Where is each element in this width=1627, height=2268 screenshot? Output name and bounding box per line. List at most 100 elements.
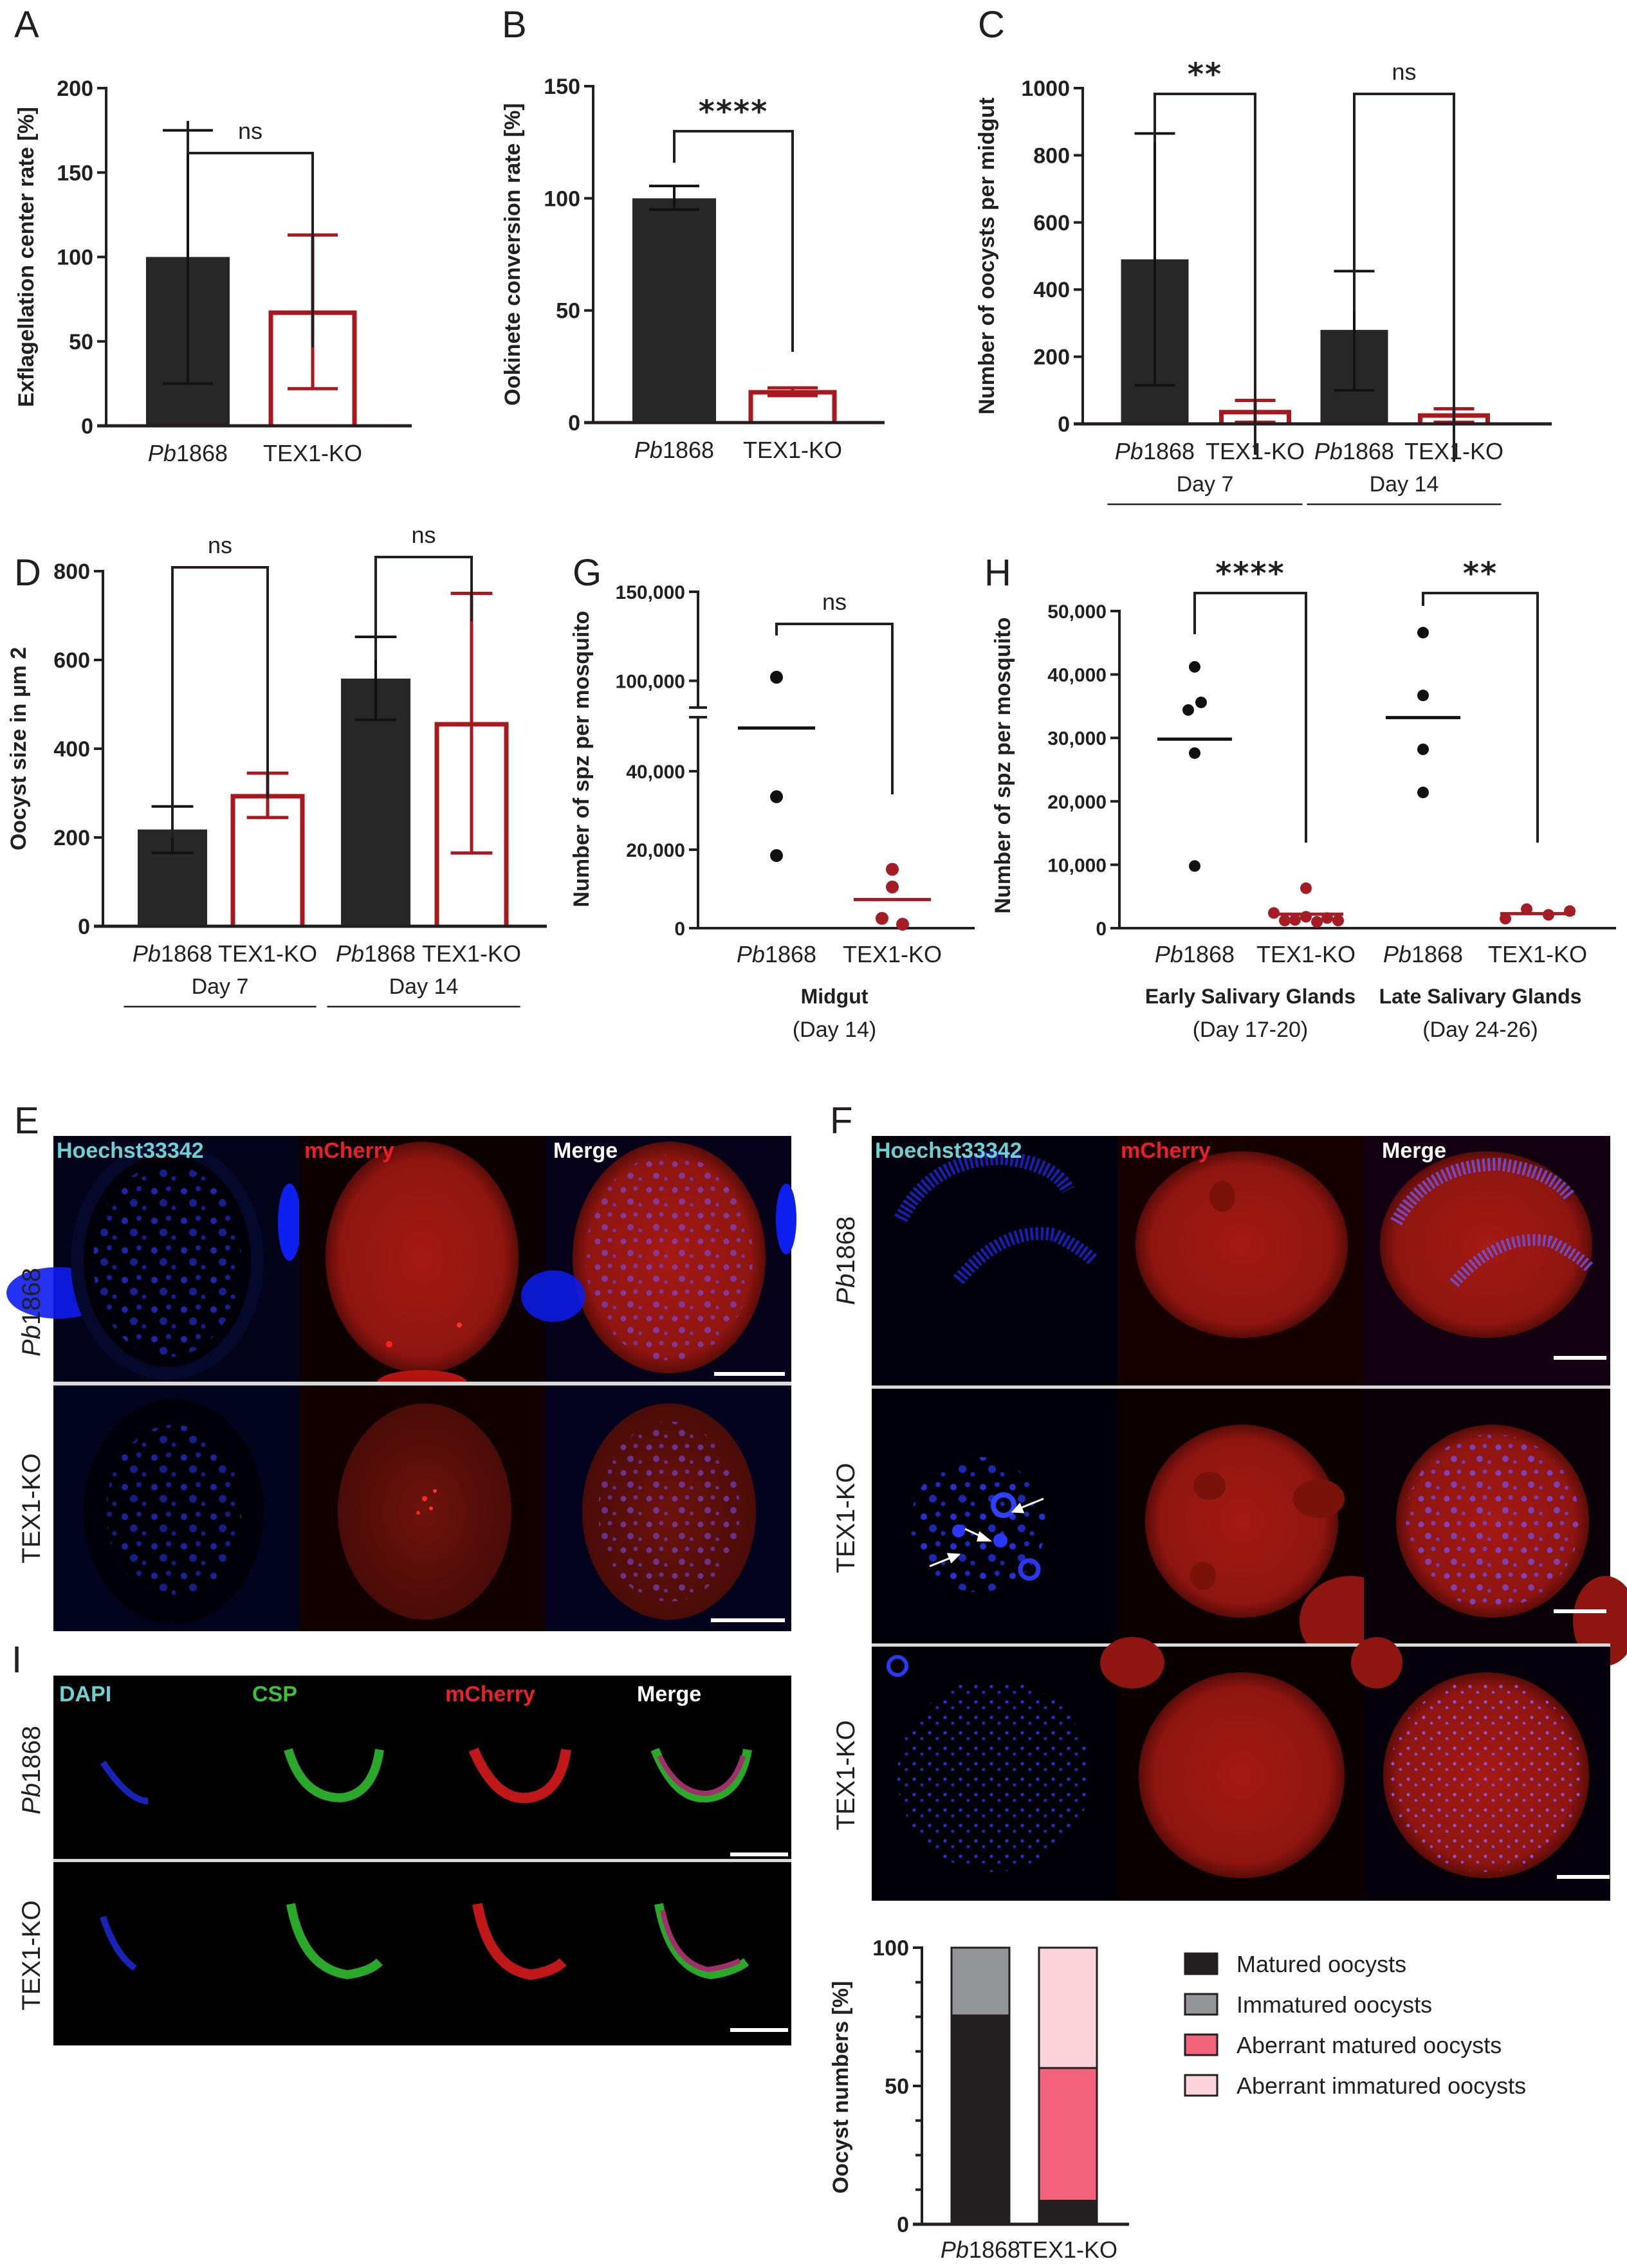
row-label-wt: Pb1868 [832,1216,860,1305]
y-tick-label: 30,000 [1047,728,1107,749]
y-axis-label: Ookinete conversion rate [%] [501,103,525,405]
group-label: Day 7 [1177,472,1234,497]
category-label: Pb1868 [941,2236,1020,2263]
category-label: TEX1-KO [1488,941,1587,967]
y-tick-label: 400 [53,737,90,762]
category-label: TEX1-KO [1018,2236,1117,2263]
panel-letters: A B C D G H E F I [12,4,1011,1681]
scale-bar [711,1618,785,1622]
y-tick-label: 0 [674,919,685,940]
data-point [1189,860,1200,872]
significance-bracket [1422,592,1539,843]
data-point [876,911,888,925]
scale-bar [714,1372,785,1376]
panel-letter-i: I [12,1639,22,1681]
y-tick-label: 600 [53,648,90,673]
data-point [770,670,783,684]
y-tick-label: 40,000 [626,762,685,783]
y-tick-label: 40,000 [1047,665,1107,686]
panel-f-row-ko-2 [872,1637,1610,1901]
y-tick-label: 1000 [1021,77,1070,101]
y-tick-label: 100,000 [616,671,685,692]
data-point [1289,914,1301,926]
legend-swatch [1184,2074,1218,2097]
channel-label-dapi: DAPI [59,1682,111,1706]
significance-bracket [673,130,794,352]
y-tick-label: 0 [81,414,93,439]
y-axis-label: Exflagellation center rate [%] [14,107,39,407]
y-axis-label: Oocyst size in µm 2 [6,647,31,850]
row-label-wt: Pb1868 [17,1726,46,1815]
y-tick-label: 0 [1058,412,1070,437]
category-label: Pb1868 [1383,941,1463,967]
panel-letter-b: B [502,4,527,46]
stacked-segment [950,2014,1011,2226]
panel-e-row-ko [53,1385,791,1631]
y-axis-label: Oocyst numbers [%] [829,1981,853,2194]
group-sublabel: (Day 17-20) [1193,1018,1309,1042]
row-divider [872,1643,1610,1647]
panel-letter-h: H [984,552,1011,594]
panel-i-microscopy: DAPI CSP mCherry Merge Pb1868 TEX1-KO [17,1676,791,2045]
arrow-icon [929,1497,1044,1568]
significance-label: **** [699,94,768,130]
data-point [1500,913,1511,925]
data-point [770,790,783,803]
y-tick-label: 100 [544,187,580,211]
group-label: Early Salivary Glands [1145,985,1356,1008]
row-label-ko: TEX1-KO [17,1900,46,2010]
y-tick-label: 20,000 [1047,792,1107,813]
row-label-ko: TEX1-KO [832,1463,860,1573]
y-tick-label: 0 [897,2213,909,2237]
channel-label-merge: Merge [637,1682,701,1706]
scale-bar [1557,1875,1610,1879]
y-tick-label: 800 [1033,143,1070,168]
significance-label: ns [411,522,436,548]
stacked-segment [1038,1946,1098,2069]
panel-letter-e: E [14,1100,39,1142]
significance-bracket [775,623,894,794]
panel-letter-a: A [14,4,39,46]
category-label: TEX1-KO [263,440,362,466]
data-point [1300,882,1312,894]
y-tick-label: 200 [1033,345,1070,370]
significance-label: **** [1215,556,1285,592]
panel-letter-f: F [830,1100,852,1142]
y-tick-label: 100 [57,246,93,270]
legend: Matured oocysts Immatured oocysts Aberrant… [1184,1951,1526,2099]
scale-bar [1554,1356,1606,1360]
significance-bracket [1154,93,1256,455]
panel-f-microscopy: Hoechst33342 mCherry Merge Pb1868 TEX1-K… [832,1136,1627,1901]
channel-label-hoechst: Hoechst33342 [57,1139,204,1163]
data-point [1417,786,1429,798]
significance-bracket [171,566,269,838]
data-point [886,863,899,876]
panel-letter-c: C [978,4,1005,46]
scale-bar [1554,1609,1606,1613]
panel-e-microscopy: Hoechst33342 mCherry Merge Pb1868 TEX1-K… [6,1136,796,1631]
data-point [896,917,909,931]
panel-letter-d: D [14,552,41,594]
category-label: Pb1868 [737,941,816,967]
y-tick-label: 600 [1033,211,1070,235]
data-point [770,849,783,863]
chart-ookinete-conversion: Ookinete conversion rate [%] Pb1868 TEX1-K… [501,75,885,463]
y-tick-label: 150,000 [616,582,685,603]
data-point [886,880,899,893]
category-label: Pb1868 [133,940,212,967]
channel-label-hoechst: Hoechst33342 [875,1139,1022,1163]
legend-swatch [1184,1952,1218,1975]
significance-label: ** [1463,556,1498,592]
y-axis-label: Number of oocysts per midgut [975,97,999,414]
data-point [1311,916,1323,928]
row-label-ko: TEX1-KO [832,1720,860,1830]
group-sublabel: (Day 24-26) [1422,1018,1538,1042]
bar-wt [632,198,716,423]
data-point [1195,696,1207,708]
y-tick-label: 50 [885,2074,909,2099]
y-tick-label: 200 [53,826,90,850]
